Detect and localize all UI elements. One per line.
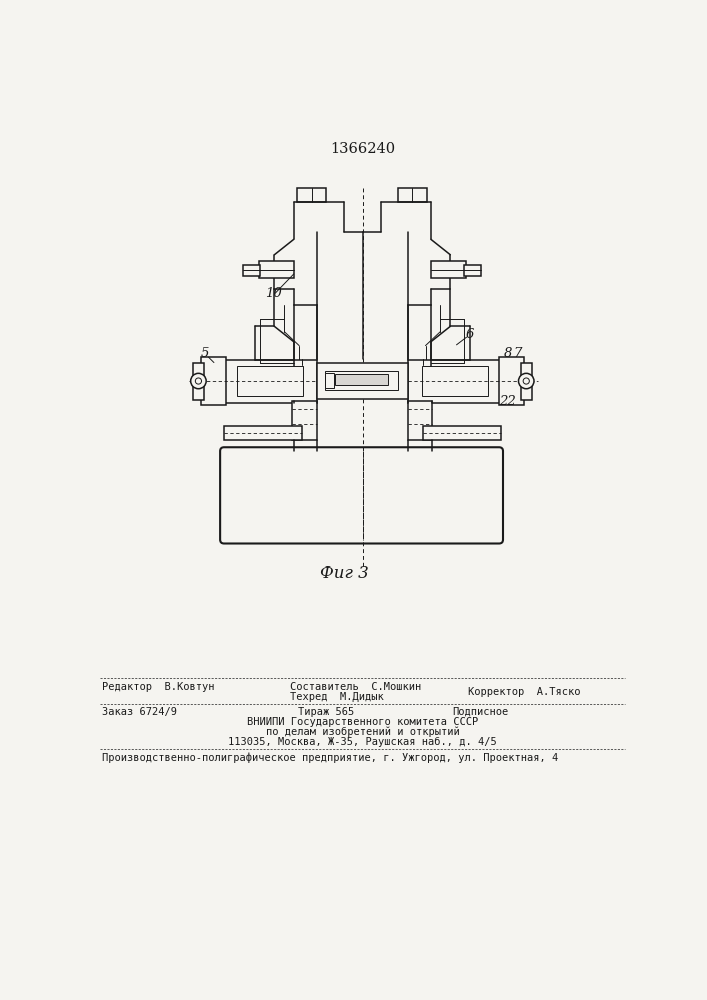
Bar — [224, 426, 301, 440]
Circle shape — [191, 373, 206, 389]
Text: 6: 6 — [465, 328, 474, 341]
Bar — [317, 363, 408, 399]
Bar — [201, 357, 226, 405]
Bar — [464, 265, 481, 276]
Bar — [408, 360, 501, 403]
Bar — [335, 374, 387, 385]
Text: 8: 8 — [504, 347, 513, 360]
Text: Заказ 6724/9: Заказ 6724/9 — [103, 707, 177, 717]
Text: 7: 7 — [513, 347, 522, 360]
Text: Техред  М.Дидык: Техред М.Дидык — [290, 692, 384, 702]
Bar — [325, 373, 334, 388]
Bar — [499, 357, 524, 405]
FancyBboxPatch shape — [220, 447, 503, 544]
Text: 10: 10 — [265, 287, 282, 300]
Text: Корректор  А.Тяско: Корректор А.Тяско — [468, 687, 580, 697]
Bar — [397, 188, 427, 202]
Circle shape — [523, 378, 530, 384]
Bar — [325, 371, 398, 389]
Text: Производственно-полиграфическое предприятие, г. Ужгород, ул. Проектная, 4: Производственно-полиграфическое предприя… — [103, 752, 559, 763]
Circle shape — [195, 378, 201, 384]
Text: Составитель  С.Мошкин: Составитель С.Мошкин — [290, 682, 421, 692]
Text: Подписное: Подписное — [452, 707, 509, 717]
Circle shape — [518, 373, 534, 389]
Text: Фиг 3: Фиг 3 — [320, 565, 368, 582]
Text: 22: 22 — [499, 395, 516, 408]
Text: 1366240: 1366240 — [330, 142, 395, 156]
Text: по делам изобретений и открытий: по делам изобретений и открытий — [266, 727, 460, 737]
Text: Тираж 565: Тираж 565 — [298, 707, 354, 717]
Bar — [408, 401, 433, 440]
Bar — [521, 363, 532, 400]
Bar — [193, 363, 204, 400]
Text: ВНИИПИ Государственного комитета СССР: ВНИИПИ Государственного комитета СССР — [247, 717, 479, 727]
Text: Редактор  В.Ковтун: Редактор В.Ковтун — [103, 682, 215, 692]
Text: 113035, Москва, Ж-35, Раушская наб., д. 4/5: 113035, Москва, Ж-35, Раушская наб., д. … — [228, 737, 497, 747]
Bar — [259, 261, 293, 278]
Bar — [423, 426, 501, 440]
Bar — [421, 366, 488, 396]
Bar — [237, 366, 303, 396]
Bar — [431, 261, 466, 278]
Bar — [292, 401, 317, 440]
Bar — [224, 360, 317, 403]
Bar — [243, 265, 260, 276]
Text: 5: 5 — [201, 347, 209, 360]
Bar — [297, 188, 327, 202]
